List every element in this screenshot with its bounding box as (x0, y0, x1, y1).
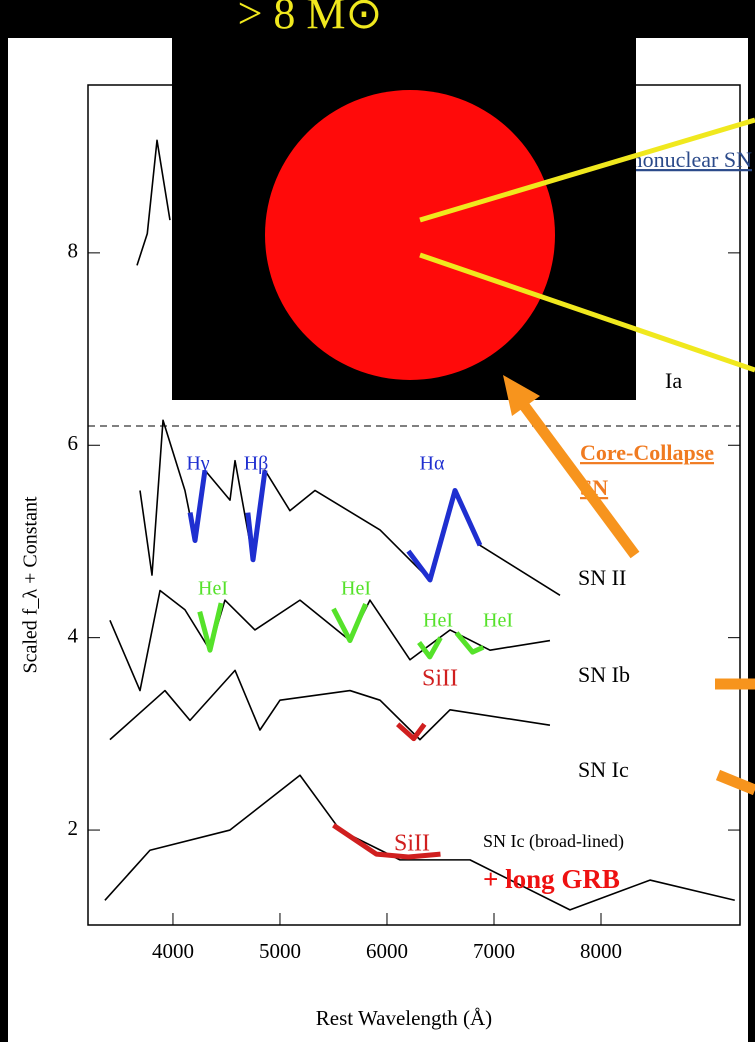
feature-line (396, 722, 427, 742)
x-axis-label: Rest Wavelength (Å) (316, 1006, 492, 1030)
y-tick-label: 4 (68, 623, 79, 647)
spectrum-label: SN Ic (578, 757, 629, 782)
x-tick-label: 4000 (152, 939, 194, 963)
star (265, 90, 555, 380)
feature-label: Hγ (186, 453, 209, 475)
feature-line (245, 469, 268, 563)
arrow (715, 769, 755, 796)
x-tick-label: 8000 (580, 939, 622, 963)
feature-label: HeI (341, 578, 371, 600)
pointer-line (419, 252, 755, 373)
y-tick-label: 6 (68, 431, 79, 455)
pointer-line (419, 117, 755, 223)
spectrum (109, 669, 551, 741)
slide-heading: > 8 M⊙ (238, 0, 383, 38)
plot: 4000 5000 6000 7000 8000 2 4 6 8 Rest Wavelength … (20, 84, 741, 1030)
y-tick-label: 8 (68, 239, 79, 263)
x-tick-label: 6000 (366, 939, 408, 963)
feature-line (454, 631, 485, 655)
feature-line (332, 823, 441, 860)
spectrum-label: Ia (665, 368, 682, 393)
spectrum (109, 589, 551, 692)
spectrum-label: SN II (578, 565, 626, 590)
feature-label: Hα (420, 453, 445, 475)
feature-line (406, 487, 483, 583)
y-axis-label: Scaled f_λ + Constant (20, 496, 42, 674)
feature-label: HeI (198, 578, 228, 600)
feature-line (187, 469, 208, 543)
feature-line (197, 602, 224, 653)
annotation: Core-Collapse (580, 440, 714, 465)
spectrum-label: SN Ib (578, 662, 630, 687)
feature-label: SiII (394, 831, 430, 857)
arrow-head (503, 375, 540, 416)
spectrum-label: SN Ic (broad-lined) (483, 831, 624, 852)
spectrum (104, 774, 735, 911)
feature-label: HeI (483, 610, 513, 632)
arrow (515, 396, 640, 559)
feature-line (417, 636, 443, 660)
feature-label: Hβ (244, 453, 269, 475)
feature-line (331, 603, 368, 644)
spectrum (136, 139, 171, 266)
y-tick-label: 2 (68, 816, 79, 840)
x-tick-label: 7000 (473, 939, 515, 963)
x-tick-label: 5000 (259, 939, 301, 963)
feature-label: HeI (423, 610, 453, 632)
annotation: + long GRB (483, 864, 620, 894)
feature-label: SiII (422, 666, 458, 692)
